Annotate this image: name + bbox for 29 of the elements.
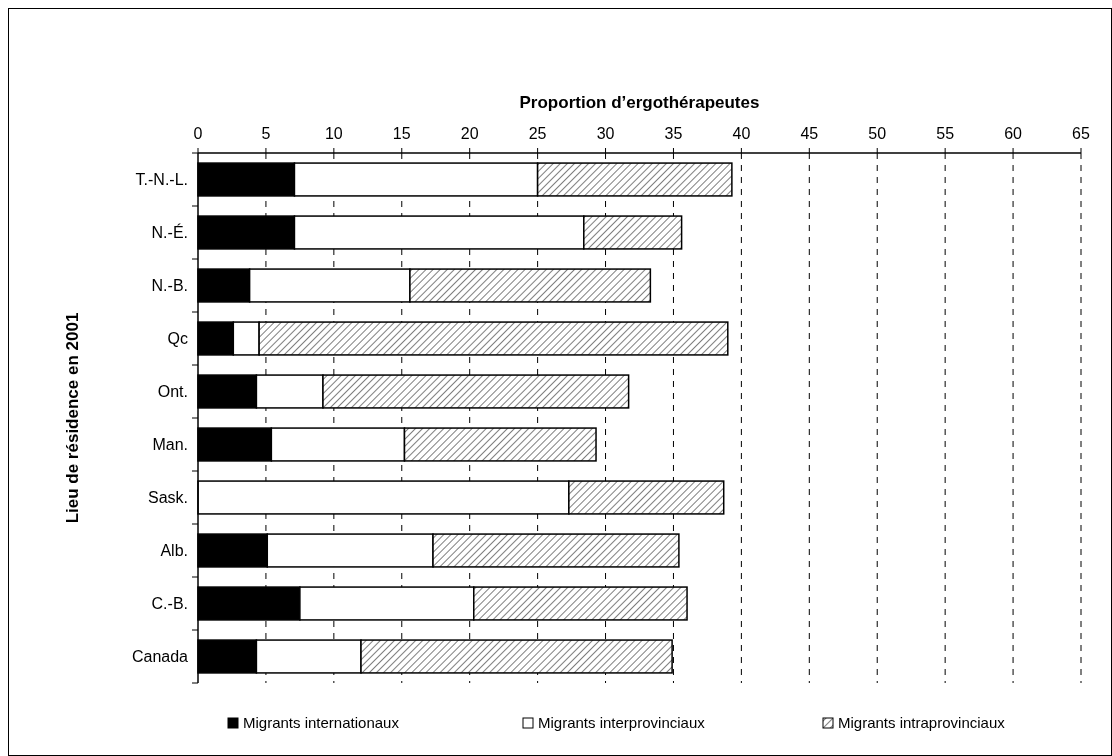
y-tick-label: N.-B. [151, 277, 188, 295]
x-tick-label: 5 [261, 125, 271, 142]
x-tick-label: 60 [1004, 125, 1023, 142]
x-axis-title: Proportion d’ergothérapeutes [519, 93, 760, 112]
y-tick-label: Man. [152, 436, 188, 454]
x-tick-label: 30 [596, 125, 615, 142]
y-tick-label: Alb. [160, 542, 188, 560]
y-tick-label: Ont. [157, 383, 188, 401]
y-tick-label: C.-B. [151, 595, 188, 613]
legend-label: Migrants internationaux [243, 714, 400, 732]
y-tick-label: Qc [167, 330, 188, 348]
x-tick-label: 10 [324, 125, 343, 142]
y-tick-label: Canada [131, 648, 189, 666]
y-tick-label: Sask. [147, 489, 188, 507]
x-tick-label: 50 [868, 125, 887, 142]
y-axis-title: Lieu de résidence en 2001 [63, 312, 82, 524]
legend-label: Migrants intraprovinciaux [838, 714, 1006, 732]
x-tick-label: 35 [664, 125, 683, 142]
y-tick-label: T.-N.-L. [135, 171, 188, 189]
x-tick-label: 45 [800, 125, 819, 142]
x-tick-label: 55 [936, 125, 955, 142]
x-tick-label: 25 [528, 125, 547, 142]
x-tick-label: 20 [460, 125, 479, 142]
legend-label: Migrants interprovinciaux [538, 714, 706, 732]
x-tick-label: 40 [732, 125, 751, 142]
y-tick-label: N.-É. [151, 223, 188, 242]
x-tick-label: 65 [1072, 125, 1090, 142]
x-tick-label: 0 [193, 125, 203, 142]
x-tick-label: 15 [392, 125, 411, 142]
